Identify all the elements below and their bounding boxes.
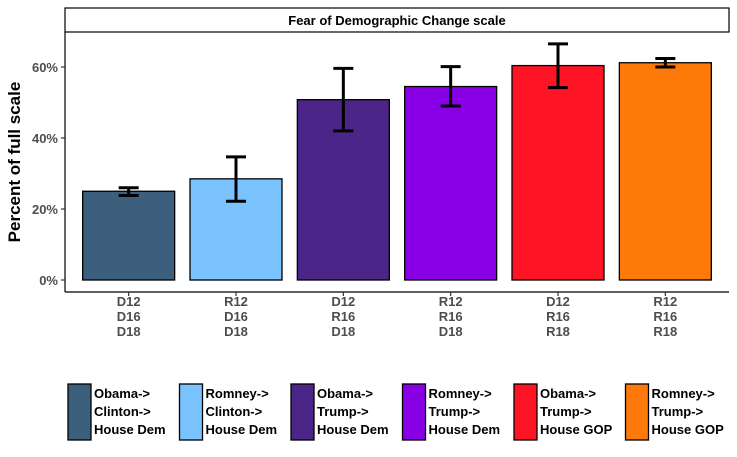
legend-label: Clinton->: [206, 404, 263, 419]
bars: [82, 42, 712, 281]
legend-label: Romney->: [429, 386, 493, 401]
legend-label: Trump->: [652, 404, 704, 419]
x-tick-label: R16: [439, 309, 463, 324]
x-tick-label: R16: [653, 309, 677, 324]
x-tick-label: D12: [117, 294, 141, 309]
legend: Obama-> Clinton-> House Dem Romney-> Clinton…: [67, 383, 725, 441]
y-tick-label: 40%: [32, 131, 58, 146]
y-tick-label: 60%: [32, 60, 58, 75]
bar: [618, 62, 712, 281]
legend-label: Trump->: [429, 404, 481, 419]
legend-label: House Dem: [317, 422, 389, 437]
x-tick-label: R12: [653, 294, 677, 309]
legend-label: Romney->: [206, 386, 270, 401]
error-bar: [118, 186, 139, 198]
legend-label: Obama->: [94, 386, 150, 401]
legend-key: [513, 383, 538, 441]
error-bar: [226, 155, 246, 203]
error-bar: [548, 42, 568, 90]
x-tick-label: D16: [117, 309, 141, 324]
legend-key: [290, 383, 315, 441]
x-tick-label: R18: [653, 324, 677, 339]
legend-label: House Dem: [94, 422, 166, 437]
legend-item: Obama-> Clinton-> House Dem: [67, 383, 166, 441]
x-tick-label: R18: [546, 324, 570, 339]
y-tick-label: 20%: [32, 202, 58, 217]
x-tick-label: D18: [439, 324, 463, 339]
x-tick-label: R12: [439, 294, 463, 309]
legend-label: Trump->: [317, 404, 369, 419]
legend-label: Obama->: [540, 386, 596, 401]
x-tick-label: D18: [224, 324, 248, 339]
x-tick-label: D18: [331, 324, 355, 339]
x-tick-label: D12: [331, 294, 355, 309]
legend-item: Romney-> Clinton-> House Dem: [178, 383, 278, 441]
legend-key: [67, 383, 92, 441]
legend-item: Obama-> Trump-> House Dem: [290, 383, 389, 441]
legend-key: [401, 383, 427, 441]
error-bar: [655, 56, 676, 69]
facet-strip: [64, 7, 730, 33]
error-bar: [333, 66, 354, 133]
x-tick-label: R16: [331, 309, 355, 324]
legend-label: House Dem: [429, 422, 501, 437]
legend-key: [624, 383, 650, 441]
x-tick-label: R16: [546, 309, 570, 324]
x-tick-label: D16: [224, 309, 248, 324]
legend-label: House GOP: [540, 422, 613, 437]
x-tick-label: R12: [224, 294, 248, 309]
y-ticks: 0% 20% 40% 60%: [32, 60, 65, 288]
y-axis-label: Percent of full scale: [5, 82, 24, 243]
legend-label: Clinton->: [94, 404, 151, 419]
legend-label: Obama->: [317, 386, 373, 401]
legend-key: [178, 383, 204, 441]
legend-label: House GOP: [652, 422, 725, 437]
bar: [404, 85, 498, 281]
bar: [82, 190, 176, 281]
bar: [511, 64, 605, 281]
y-tick-label: 0%: [39, 273, 58, 288]
x-ticks: D12D16D18R12D16D18D12R16D18R12R16D18D12R…: [117, 292, 677, 339]
legend-label: Romney->: [652, 386, 716, 401]
legend-item: Romney-> Trump-> House GOP: [624, 383, 725, 441]
error-bar: [440, 65, 461, 108]
x-tick-label: D18: [117, 324, 141, 339]
legend-item: Obama-> Trump-> House GOP: [513, 383, 613, 441]
facet-title: Fear of Demographic Change scale: [288, 13, 505, 28]
legend-item: Romney-> Trump-> House Dem: [401, 383, 501, 441]
legend-label: House Dem: [206, 422, 278, 437]
x-tick-label: D12: [546, 294, 570, 309]
legend-label: Trump->: [540, 404, 592, 419]
